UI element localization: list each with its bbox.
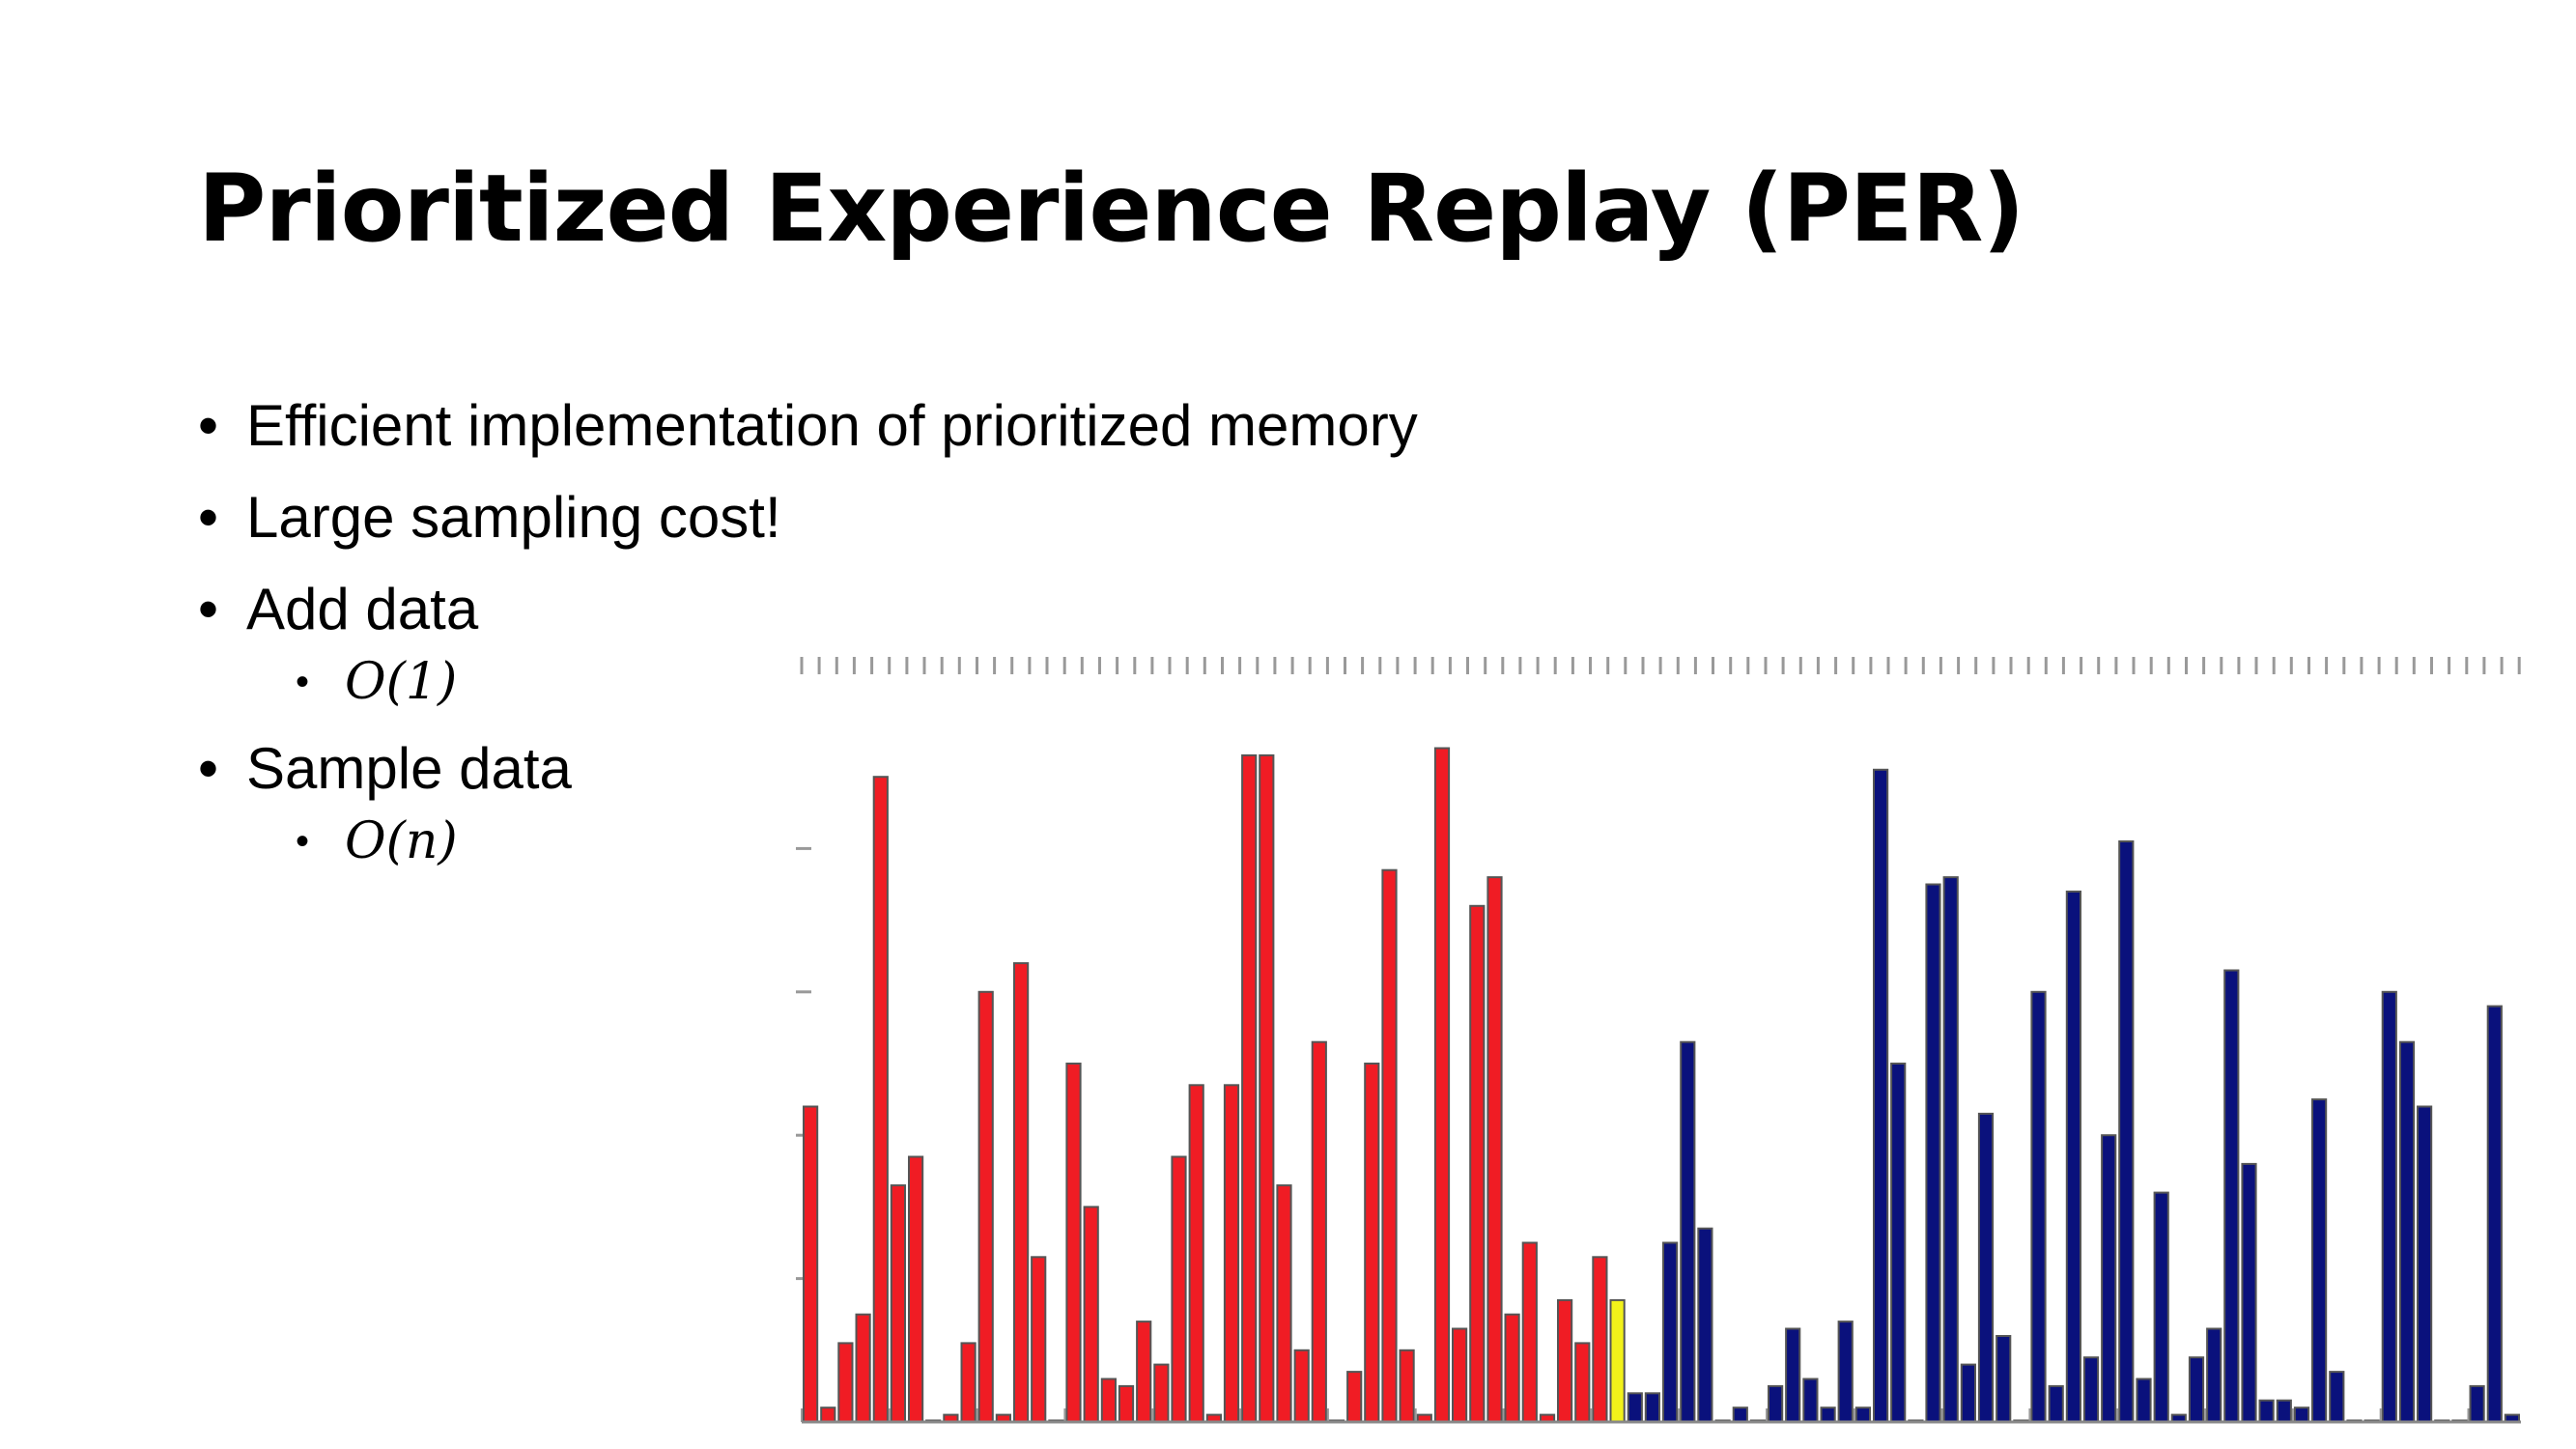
top-tick-row xyxy=(800,657,2521,674)
bar xyxy=(1644,1392,1660,1423)
bar xyxy=(1381,868,1398,1423)
bar xyxy=(1680,1040,1696,1423)
bullet-add-data-complexity: O(1) xyxy=(296,652,1418,712)
bar xyxy=(1364,1063,1380,1423)
bar xyxy=(1996,1335,2012,1423)
bar xyxy=(2258,1399,2275,1424)
bar xyxy=(1486,876,1503,1424)
bullet-list: Efficient implementation of prioritized … xyxy=(198,391,1418,872)
bar xyxy=(2136,1378,2152,1423)
bar xyxy=(1188,1084,1204,1423)
bar xyxy=(2276,1399,2292,1424)
bar xyxy=(803,1105,819,1423)
bar xyxy=(1276,1184,1292,1423)
bar xyxy=(1452,1327,1468,1423)
bar xyxy=(1627,1392,1643,1423)
bar xyxy=(1557,1298,1573,1424)
bar xyxy=(890,1184,907,1423)
bar xyxy=(1785,1327,1801,1423)
bar xyxy=(1854,1406,1872,1424)
bar xyxy=(908,1155,924,1423)
bar xyxy=(1732,1406,1748,1424)
bar xyxy=(872,776,889,1423)
bar xyxy=(2241,1162,2257,1424)
bar xyxy=(1065,1063,1082,1423)
bar xyxy=(837,1342,854,1424)
bar xyxy=(2030,990,2047,1423)
priority-bar-chart xyxy=(796,657,2521,1424)
bar xyxy=(2469,1384,2485,1424)
bar xyxy=(1697,1227,1713,1424)
bar xyxy=(2153,1191,2169,1423)
bullet-large-sampling-cost: Large sampling cost! xyxy=(198,483,1418,553)
bar xyxy=(2223,969,2240,1423)
bar xyxy=(2398,1040,2416,1423)
bar xyxy=(1942,876,1959,1424)
bar xyxy=(1433,747,1451,1423)
bar xyxy=(2329,1371,2345,1423)
bar xyxy=(1118,1384,1135,1424)
bar xyxy=(2417,1105,2433,1423)
bar xyxy=(1592,1256,1608,1423)
bar xyxy=(2188,1356,2205,1424)
bar xyxy=(820,1406,836,1424)
bar xyxy=(1469,904,1486,1423)
bar xyxy=(1662,1241,1679,1423)
bar xyxy=(2101,1134,2117,1423)
bar xyxy=(2048,1384,2064,1424)
bars-group xyxy=(803,747,2521,1424)
bar xyxy=(1820,1406,1836,1424)
bar xyxy=(1259,753,1275,1423)
bar xyxy=(1171,1155,1187,1423)
bar xyxy=(1311,1040,1327,1423)
slide-title: Prioritized Experience Replay (PER) xyxy=(198,155,2024,263)
bar xyxy=(1399,1349,1415,1423)
x-axis-ticks xyxy=(801,1408,2470,1422)
bar xyxy=(1136,1321,1152,1423)
bar xyxy=(1521,1241,1538,1423)
bar xyxy=(2381,990,2397,1423)
bar xyxy=(1346,1371,1363,1423)
bar xyxy=(1574,1342,1591,1424)
bar xyxy=(1768,1384,1784,1424)
bar xyxy=(1977,1112,1995,1423)
bar xyxy=(1013,962,1030,1423)
bar xyxy=(1153,1363,1170,1423)
bar xyxy=(1031,1256,1047,1423)
bar xyxy=(1960,1363,1977,1423)
bar xyxy=(1890,1063,1907,1423)
bullet-sample-data-complexity: O(n) xyxy=(296,811,1418,871)
bar xyxy=(2486,1005,2503,1423)
bar xyxy=(1223,1084,1240,1423)
bar xyxy=(977,990,994,1423)
bullet-efficient-implementation: Efficient implementation of prioritized … xyxy=(198,391,1418,461)
bar xyxy=(1293,1349,1310,1423)
bar xyxy=(1241,753,1258,1423)
bullet-sample-data: Sample data xyxy=(198,734,1418,804)
bar xyxy=(2065,890,2082,1423)
bar xyxy=(1802,1378,1819,1423)
bar xyxy=(855,1313,871,1424)
bar xyxy=(2082,1356,2100,1424)
bar xyxy=(1504,1313,1520,1424)
bar xyxy=(1873,768,1889,1424)
bar xyxy=(2293,1406,2310,1424)
bar xyxy=(1837,1321,1854,1423)
bar xyxy=(960,1342,977,1424)
bullet-add-data: Add data xyxy=(198,575,1418,644)
bar xyxy=(1083,1206,1099,1424)
bar xyxy=(2311,1098,2328,1423)
bar xyxy=(1925,883,1941,1423)
bar xyxy=(1609,1298,1626,1424)
bar xyxy=(2206,1327,2222,1423)
bar xyxy=(1100,1378,1117,1423)
bar xyxy=(2118,840,2135,1423)
